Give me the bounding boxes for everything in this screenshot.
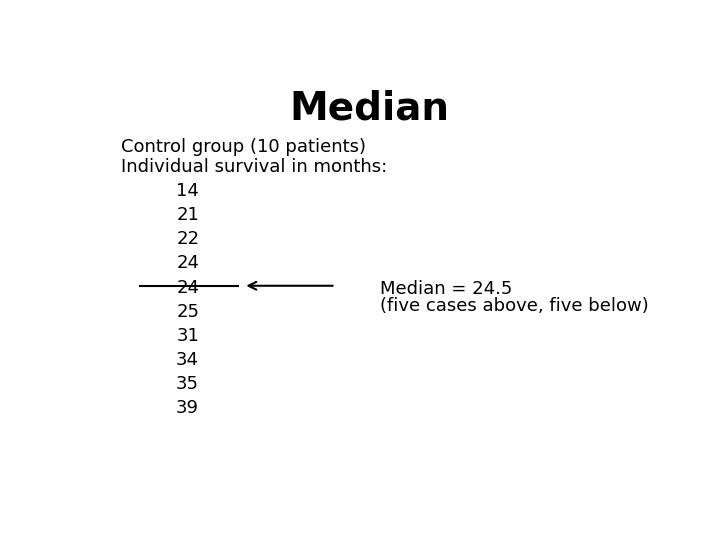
Text: Median = 24.5: Median = 24.5 [380, 280, 513, 298]
Text: (five cases above, five below): (five cases above, five below) [380, 296, 649, 315]
Text: 22: 22 [176, 230, 199, 248]
Text: 24: 24 [176, 254, 199, 272]
Text: Individual survival in months:: Individual survival in months: [121, 158, 387, 177]
Text: 39: 39 [176, 399, 199, 417]
Text: 34: 34 [176, 351, 199, 369]
Text: 35: 35 [176, 375, 199, 393]
Text: 14: 14 [176, 182, 199, 200]
Text: 25: 25 [176, 302, 199, 321]
Text: 24: 24 [176, 279, 199, 296]
Text: 31: 31 [176, 327, 199, 345]
Text: Median: Median [289, 90, 449, 128]
Text: 21: 21 [176, 206, 199, 224]
Text: Control group (10 patients): Control group (10 patients) [121, 138, 366, 156]
